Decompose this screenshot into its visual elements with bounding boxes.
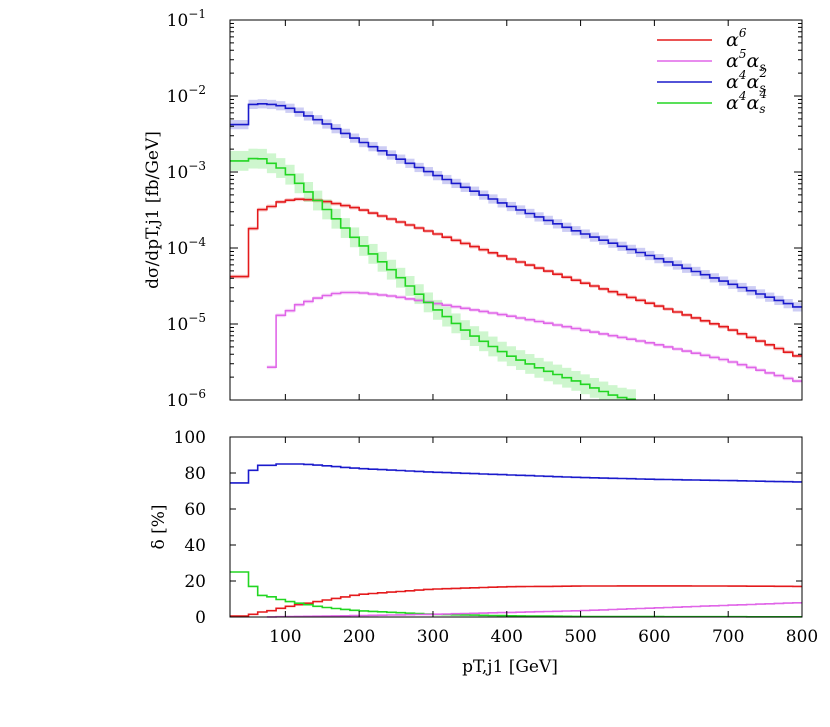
bot-ytick-label: 20 [184,572,206,592]
bottom-panel: 0 20 40 60 80 100 100 200 300 400 500 600 700 800 δ … [149,428,818,677]
bot-ytick-label: 60 [184,500,206,520]
legend-label: α4αs4 [726,87,767,116]
alpha6-line [230,198,802,357]
bottom-plot-frame [229,436,803,618]
legend-label: α4αs2 [726,66,767,95]
alpha6-fraction-line [230,585,802,617]
top-y-tick-labels: 10−1 10−2 10−3 10−4 10−5 10−6 [167,7,207,411]
xtick-label: 800 [786,627,818,647]
xtick-label: 600 [638,627,670,647]
alpha4s4-band-41 [608,385,618,400]
bot-ytick-label: 80 [184,464,206,484]
alpha5s-line [266,291,802,382]
xtick-label: 700 [712,627,744,647]
xtick-label: 500 [564,627,596,647]
alpha4s4-fraction-line [230,571,802,618]
top-ytick-label: 10−3 [167,159,206,183]
bottom-y-tick-labels: 0 20 40 60 80 100 [174,428,206,628]
bot-ytick-label: 40 [184,536,206,556]
bot-ytick-label: 0 [195,608,206,628]
uncertainty-bands [230,99,802,400]
top-y-axis-label-text: dσ/dpT,j1 [fb/GeV] [143,131,163,289]
xtick-label: 300 [417,627,449,647]
bottom-y-axis-label: δ [%] [149,504,169,549]
alpha4s2-fraction-line [230,463,802,484]
xtick-label: 200 [343,627,375,647]
top-panel: 10−1 10−2 10−3 10−4 10−5 10−6 dσ/dpT,j1 [fb/G… [143,7,803,411]
bottom-y-axis-label-text: δ [%] [149,504,169,549]
alpha4s4-line [230,157,636,400]
top-ytick-label: 10−5 [167,311,206,335]
alpha4s4-band-42 [617,387,627,400]
top-y-axis-label: dσ/dpT,j1 [fb/GeV] [143,131,163,289]
x-tick-labels: 100 200 300 400 500 600 700 800 [269,627,818,647]
alpha4s4-band-43 [626,389,636,400]
xtick-label: 400 [491,627,523,647]
fraction-lines [230,463,802,618]
xtick-label: 100 [269,627,301,647]
x-axis-label: pT,j1 [GeV] [462,657,558,677]
alpha4s2-line [230,103,802,308]
bot-ytick-label: 100 [174,428,206,448]
series-lines [230,103,802,400]
top-plot-frame [229,19,803,401]
top-ytick-label: 10−1 [167,7,206,31]
top-ytick-label: 10−2 [167,83,206,107]
legend-label: α5αs [726,47,766,74]
bottom-axis-ticks [230,436,803,618]
top-ytick-label: 10−6 [167,387,206,411]
legend-label: α6 [726,26,747,51]
top-ytick-label: 10−4 [167,235,207,259]
top-axis-ticks [230,19,803,401]
